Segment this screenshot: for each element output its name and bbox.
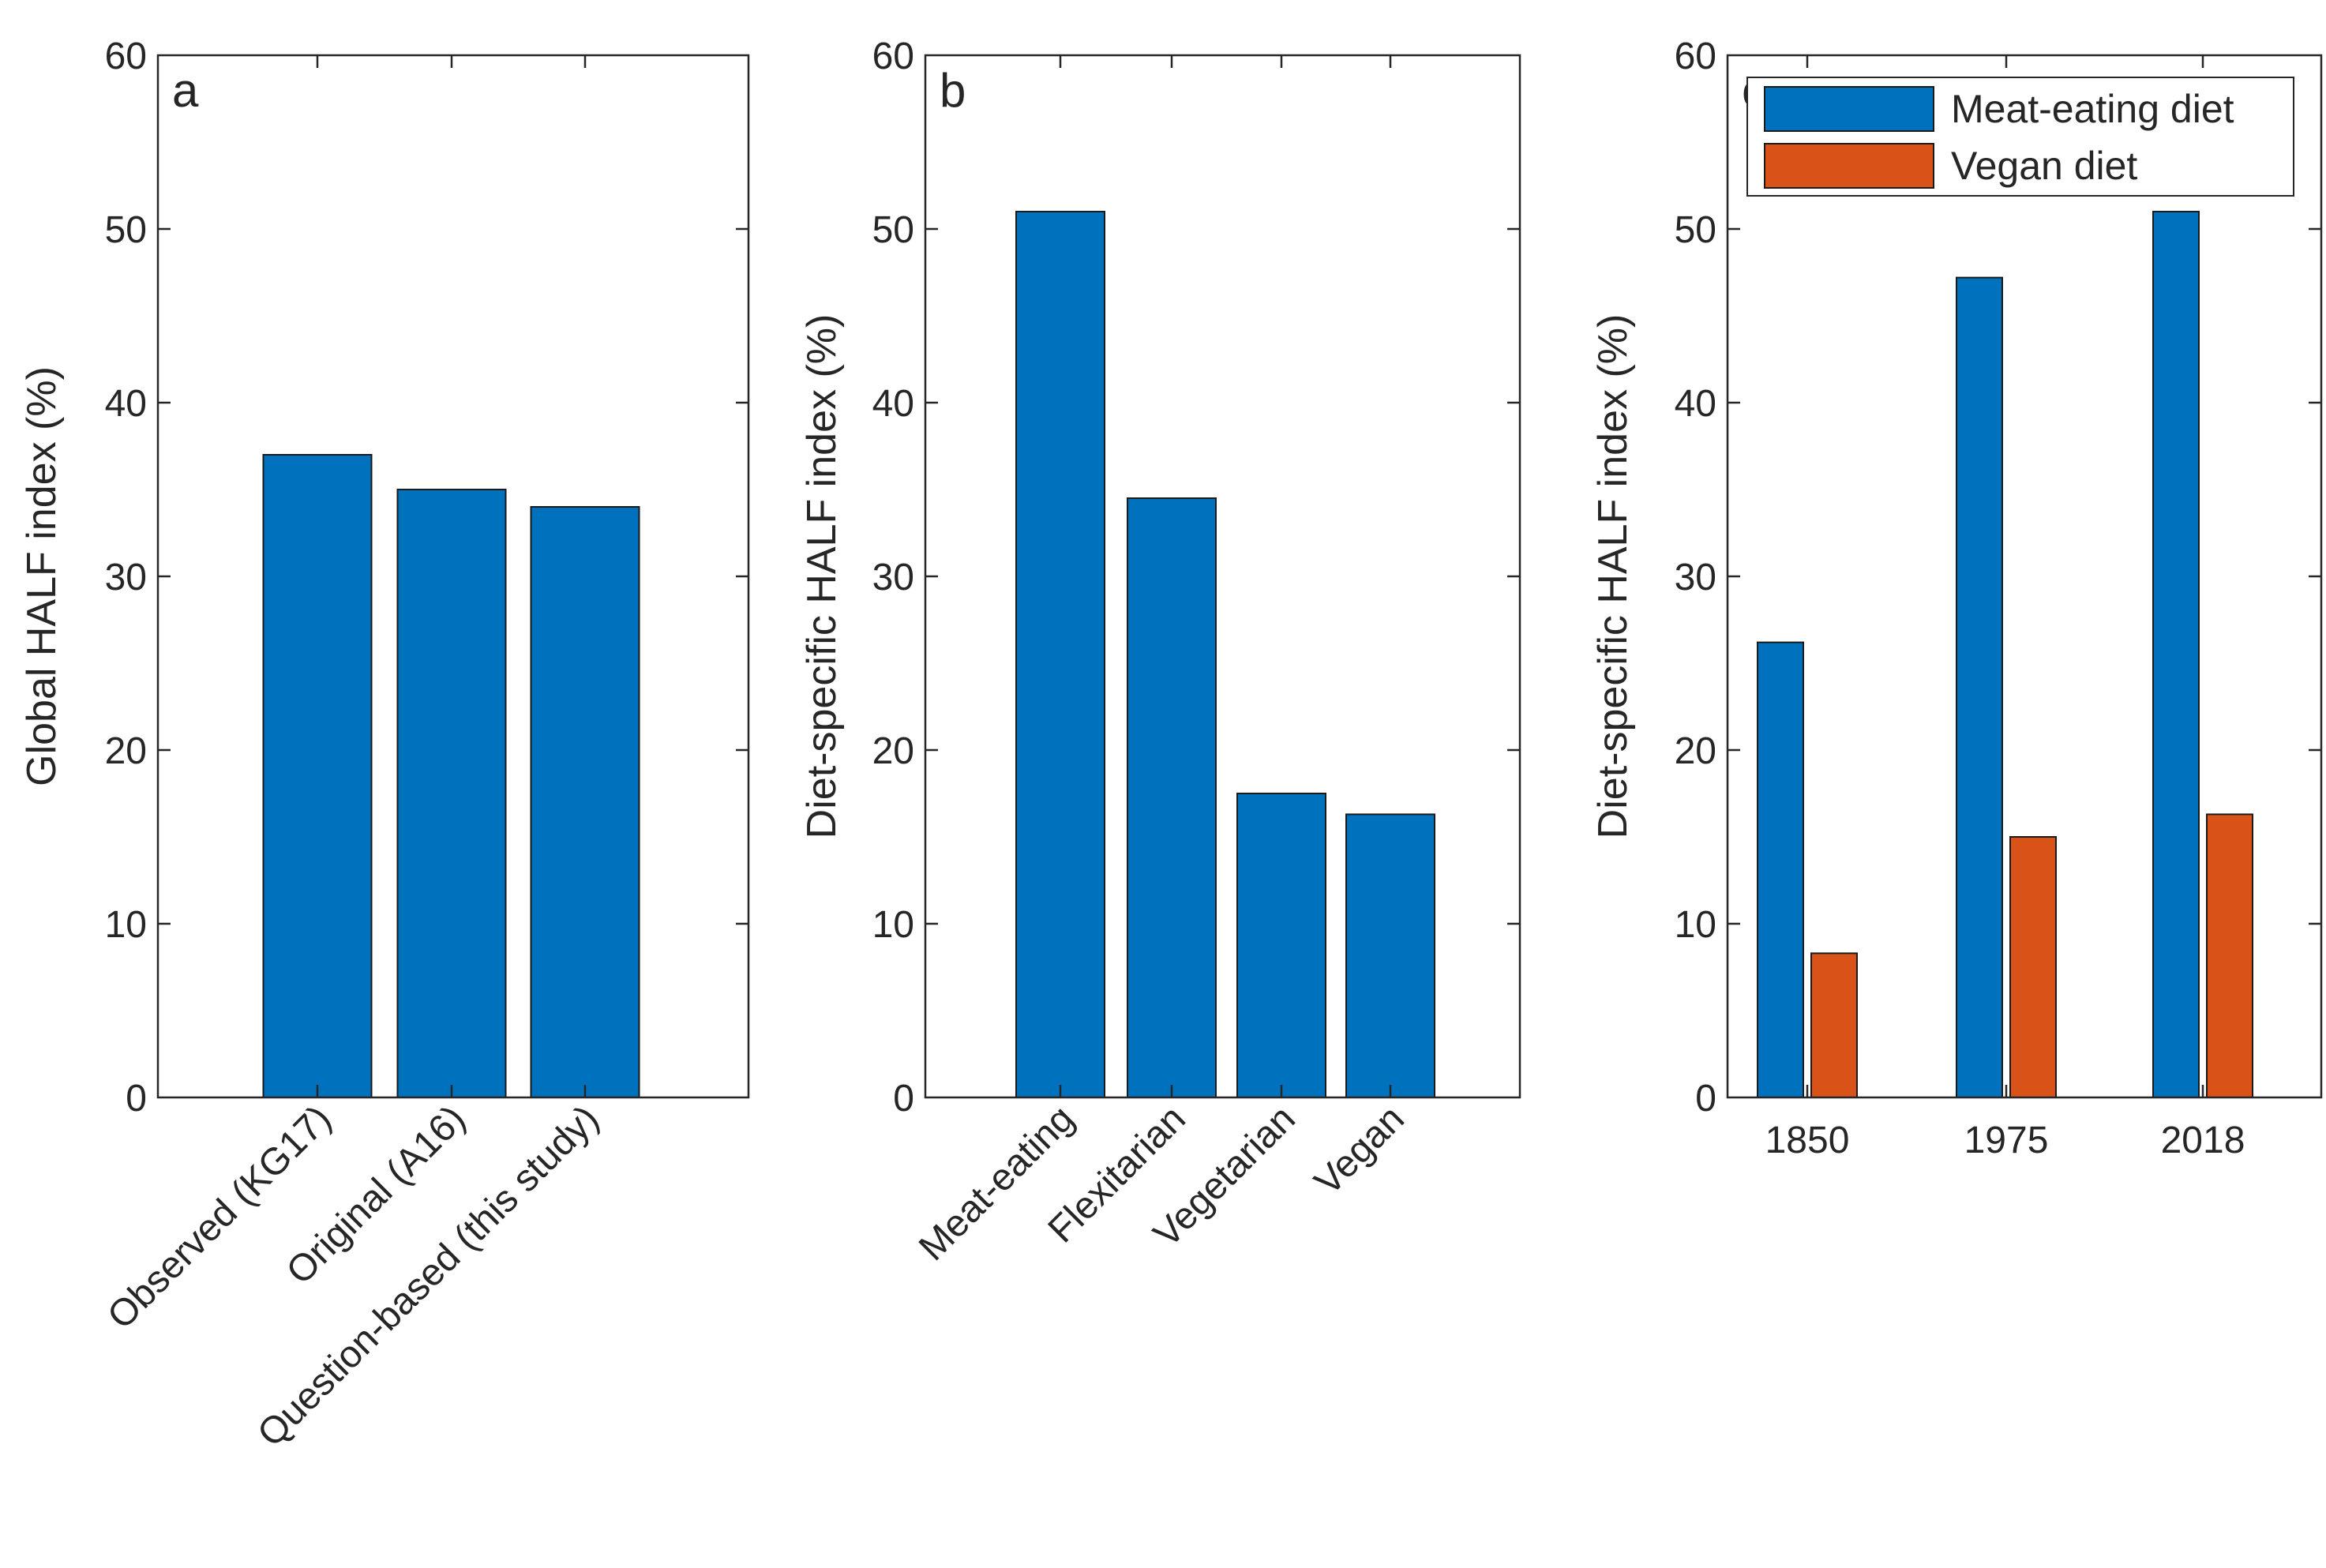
legend-label-vegan: Vegan diet <box>1951 144 2137 188</box>
y-tick-label: 0 <box>1695 1078 1716 1120</box>
y-axis-title: Diet-specific HALF index (%) <box>799 314 845 839</box>
y-tick-label: 10 <box>1675 904 1716 946</box>
y-tick-label: 30 <box>1675 557 1716 598</box>
x-tick-label: 2018 <box>2161 1120 2245 1161</box>
bar-3 <box>1236 793 1326 1098</box>
y-tick-label: 20 <box>1675 730 1716 772</box>
legend-label-meat-eating: Meat-eating diet <box>1951 87 2234 131</box>
y-tick-label: 10 <box>105 904 147 946</box>
bar-2 <box>396 489 507 1098</box>
y-tick-label: 40 <box>872 383 914 425</box>
bar-meat-eating-1850 <box>1757 641 1804 1098</box>
y-tick-label: 50 <box>1675 209 1716 251</box>
x-tick-label: Vegan <box>1307 1097 1412 1203</box>
bar-vegan-1850 <box>1810 952 1858 1099</box>
panel-label: b <box>940 64 966 117</box>
x-tick-label: Meat-eating <box>911 1097 1082 1269</box>
bar-meat-eating-1975 <box>1956 276 2003 1099</box>
panel-label: a <box>172 64 199 117</box>
bar-meat-eating-2018 <box>2152 211 2200 1098</box>
y-tick-label: 0 <box>893 1078 914 1120</box>
y-tick-label: 60 <box>1675 36 1716 77</box>
bar-1 <box>262 454 373 1098</box>
x-tick-label: Observed (KG17) <box>99 1097 339 1337</box>
y-axis-title: Global HALF index (%) <box>19 366 65 786</box>
bar-vegan-1975 <box>2009 836 2057 1098</box>
y-tick-label: 40 <box>1675 383 1716 425</box>
y-tick-label: 10 <box>872 904 914 946</box>
panel-b-bar-chart: 0102030405060Meat-eatingFlexitarianVeget… <box>799 36 1521 1269</box>
y-tick-label: 60 <box>105 36 147 77</box>
y-tick-label: 60 <box>872 36 914 77</box>
bar-2 <box>1127 497 1217 1098</box>
bar-4 <box>1345 813 1435 1099</box>
y-tick-label: 30 <box>872 557 914 598</box>
y-axis-title: Diet-specific HALF index (%) <box>1590 314 1636 839</box>
x-tick-label: 1850 <box>1765 1120 1850 1161</box>
legend-swatch-vegan <box>1764 143 1934 189</box>
bar-3 <box>530 506 640 1098</box>
y-tick-label: 20 <box>872 730 914 772</box>
y-tick-label: 20 <box>105 730 147 772</box>
y-tick-label: 30 <box>105 557 147 598</box>
panel-c-grouped-bar-chart: 0 10 20 30 40 50 60 1850 1975 2018 Diet-specific H… <box>1590 36 2323 1161</box>
legend-swatch-meat-eating <box>1764 86 1934 132</box>
y-tick-label: 40 <box>105 383 147 425</box>
bar-vegan-2018 <box>2206 813 2253 1099</box>
y-tick-label: 50 <box>105 209 147 251</box>
y-tick-label: 50 <box>872 209 914 251</box>
x-tick-label: 1975 <box>1964 1120 2049 1161</box>
y-tick-label: 0 <box>126 1078 147 1120</box>
bar-1 <box>1015 211 1105 1098</box>
